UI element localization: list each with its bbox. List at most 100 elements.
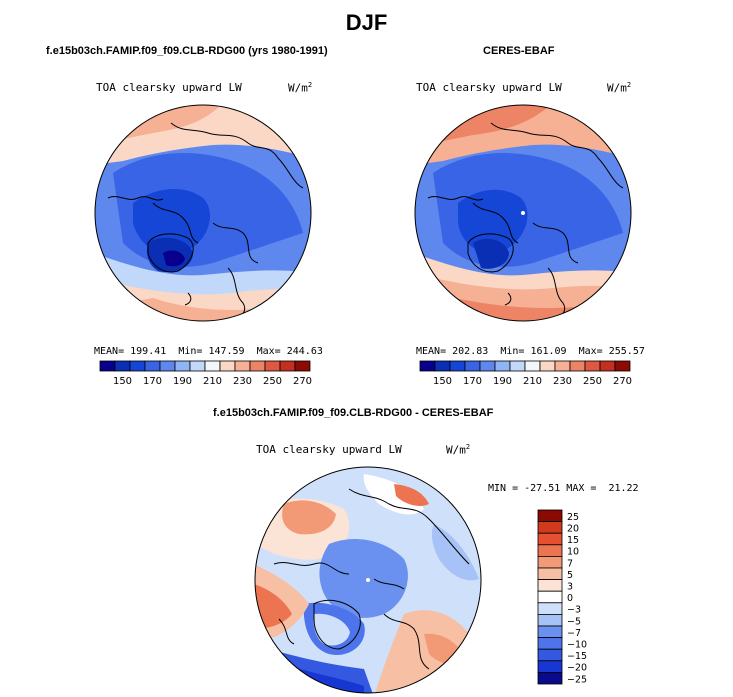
model-max-label: Max= [256,346,281,357]
diff-variable-title: TOA clearsky upward LW [256,443,402,456]
obs-map-boundary [414,104,632,322]
diff-panel-header: f.e15b03ch.FAMIP.f09_f09.CLB-RDG00 - CER… [213,407,494,419]
diff-colorbar-box [537,509,563,523]
model-units-base: W/m [288,81,308,95]
obs-field-pole-marker [521,211,525,215]
diff-coastlines [273,488,470,670]
diff-colorbar-label: 5 [567,570,573,581]
diff-coastline-asia [348,488,470,565]
diff-colorbar-box [537,579,563,592]
diff-coastline-scandinavia [383,613,430,670]
diff-colorbar-box [537,637,563,650]
obs-mean-value: 202.83 [452,346,489,357]
obs-colorbar-box [569,360,586,372]
diff-colorbar-box [537,590,563,604]
obs-variable-title: TOA clearsky upward LW [416,81,562,94]
diff-coastline-hudson [278,618,295,645]
model-colorbar-box [174,360,191,372]
diff-field-canada-hot [255,584,292,629]
obs-coastline-iceland [504,292,512,306]
model-min-label: Min= [178,346,203,357]
model-stats: MEAN= 199.41 Min= 147.59 Max= 244.63 [94,347,323,357]
obs-colorbar-label: 250 [583,376,602,387]
diff-colorbar-label: 3 [567,581,573,592]
diff-field-east-siberia-cool [431,524,479,581]
diff-field-siberia-hot [394,484,429,507]
model-colorbar-box [114,360,131,372]
model-coastline-svalbard [212,222,259,264]
diff-colorbar-label: −25 [567,674,587,685]
diff-stats: MIN = -27.51 MAX = 21.22 [488,484,639,494]
model-units-exponent: 2 [307,81,313,89]
obs-colorbar-label: 190 [493,376,512,387]
diff-units: W/m2 [446,444,470,456]
diff-coastline-svalbard [373,578,405,590]
diff-colorbar-label: −3 [567,605,581,616]
obs-colorbar-label: 170 [463,376,482,387]
model-colorbar-label: 190 [173,376,192,387]
diff-colorbar-box [537,602,563,615]
diff-field-siberia-neutral [363,474,424,515]
obs-colorbar-box [584,360,601,372]
obs-colorbar-box [464,360,481,372]
model-colorbar-label: 170 [143,376,162,387]
obs-colorbar-box [509,360,526,372]
model-map-boundary [94,104,312,322]
diff-colorbar-box [537,521,563,534]
model-colorbar-box [144,360,161,372]
obs-min-label: Min= [500,346,525,357]
model-colorbar-label: 250 [263,376,282,387]
model-mean-value: 199.41 [130,346,167,357]
model-colorbar-box [189,360,206,372]
figure-title: DJF [345,10,388,35]
model-coastline-asia [170,122,304,189]
model-colorbar-box [264,360,281,372]
model-variable-title: TOA clearsky upward LW [96,81,242,94]
model-coastline-canada [152,202,199,244]
obs-min-value: 161.09 [530,346,567,357]
obs-colorbar-label: 150 [433,376,452,387]
diff-map-boundary [254,466,482,694]
obs-units-base: W/m [607,81,627,95]
model-max-value: 244.63 [286,346,323,357]
diff-colorbar-box [537,567,563,581]
model-colorbar-box [249,360,266,372]
model-colorbar-label: 150 [113,376,132,387]
model-colorbar-box [159,360,176,372]
diff-max-label: MAX = [566,483,597,494]
obs-colorbar-box [599,360,616,372]
obs-colorbar-label: 230 [553,376,572,387]
diff-coastline-alaska [273,562,350,575]
model-min-value: 147.59 [208,346,245,357]
obs-field-greenland-cold [473,238,509,269]
obs-colorbar: 150170190210230250270290 [419,360,632,387]
model-colorbar-box [204,360,221,372]
diff-colorbar-label: 7 [567,558,573,569]
obs-coastline-alaska [427,196,484,201]
model-colorbar-label: 210 [203,376,222,387]
diff-colorbar-label: 10 [567,547,579,558]
obs-colorbar-box [434,360,451,372]
obs-coastlines [427,122,624,321]
model-colorbar-label: 230 [233,376,252,387]
obs-units: W/m2 [607,82,631,94]
diff-colorbar-box [537,532,563,546]
diff-min-label: MIN = [488,483,519,494]
obs-coastline-asia [490,122,624,189]
model-colorbar-box [99,360,116,372]
diff-colorbar-label: 0 [567,593,573,604]
diff-colorbar-label: 25 [567,512,579,523]
diff-colorbar-label: 20 [567,523,579,534]
diff-min-value: -27.51 [524,483,561,494]
obs-coastline-canada [472,202,519,244]
obs-colorbar-box [554,360,571,372]
obs-coastline-greenland [467,233,514,273]
obs-polar-map [414,104,632,322]
obs-colorbar-box [449,360,466,372]
model-coastline-greenland [147,233,194,273]
obs-colorbar-box [419,360,436,372]
diff-polar-map [254,466,482,694]
model-colorbar-box [234,360,251,372]
obs-colorbar-label: 210 [523,376,542,387]
